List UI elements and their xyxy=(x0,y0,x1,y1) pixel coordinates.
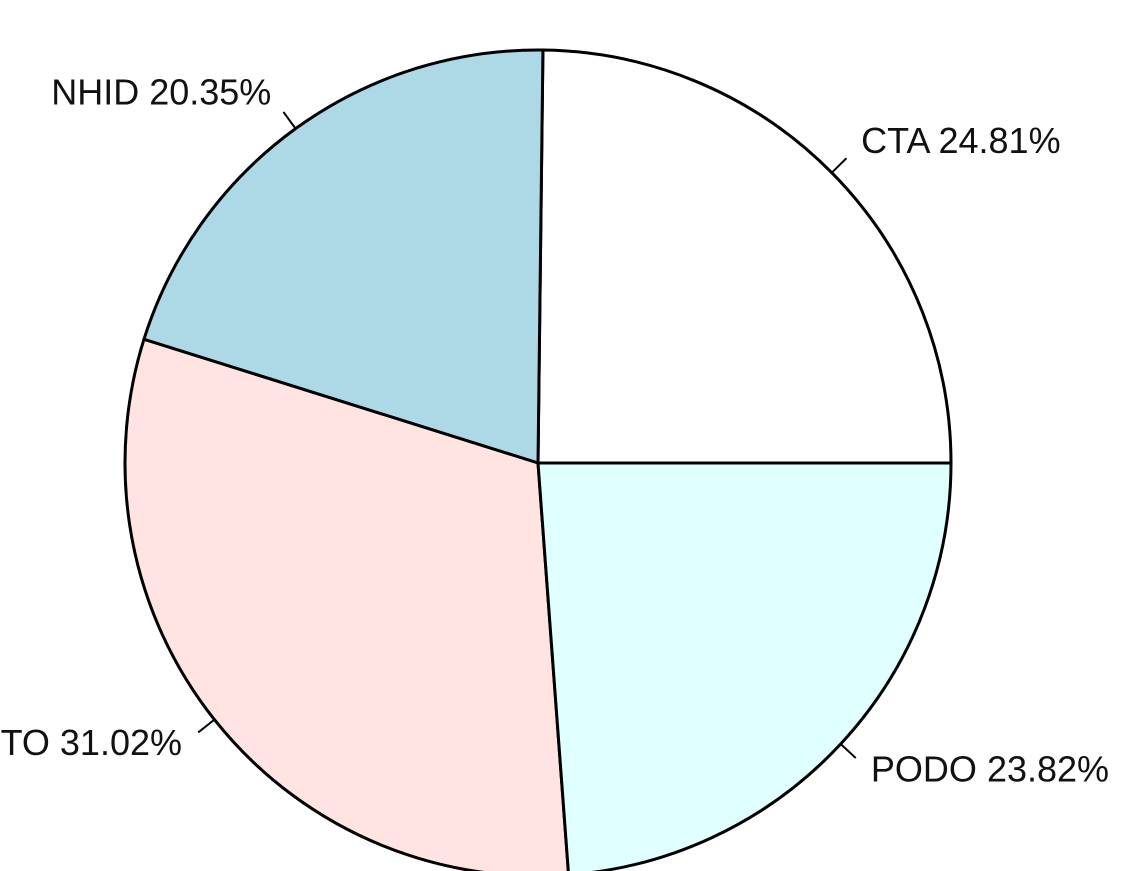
slice-label: NHID 20.35% xyxy=(51,72,271,113)
label-tick xyxy=(282,111,297,130)
pie-slice xyxy=(536,48,953,465)
label-tick xyxy=(197,718,216,734)
slice-label: CTA 24.81% xyxy=(861,120,1060,161)
slice-label: PODO 23.82% xyxy=(871,749,1109,790)
pie-slice xyxy=(123,337,570,871)
label-tick xyxy=(839,743,857,759)
slice-label: TO 31.02% xyxy=(1,722,182,763)
pie-slice xyxy=(142,48,545,466)
label-tick xyxy=(831,157,848,174)
pie-slice xyxy=(536,461,953,871)
